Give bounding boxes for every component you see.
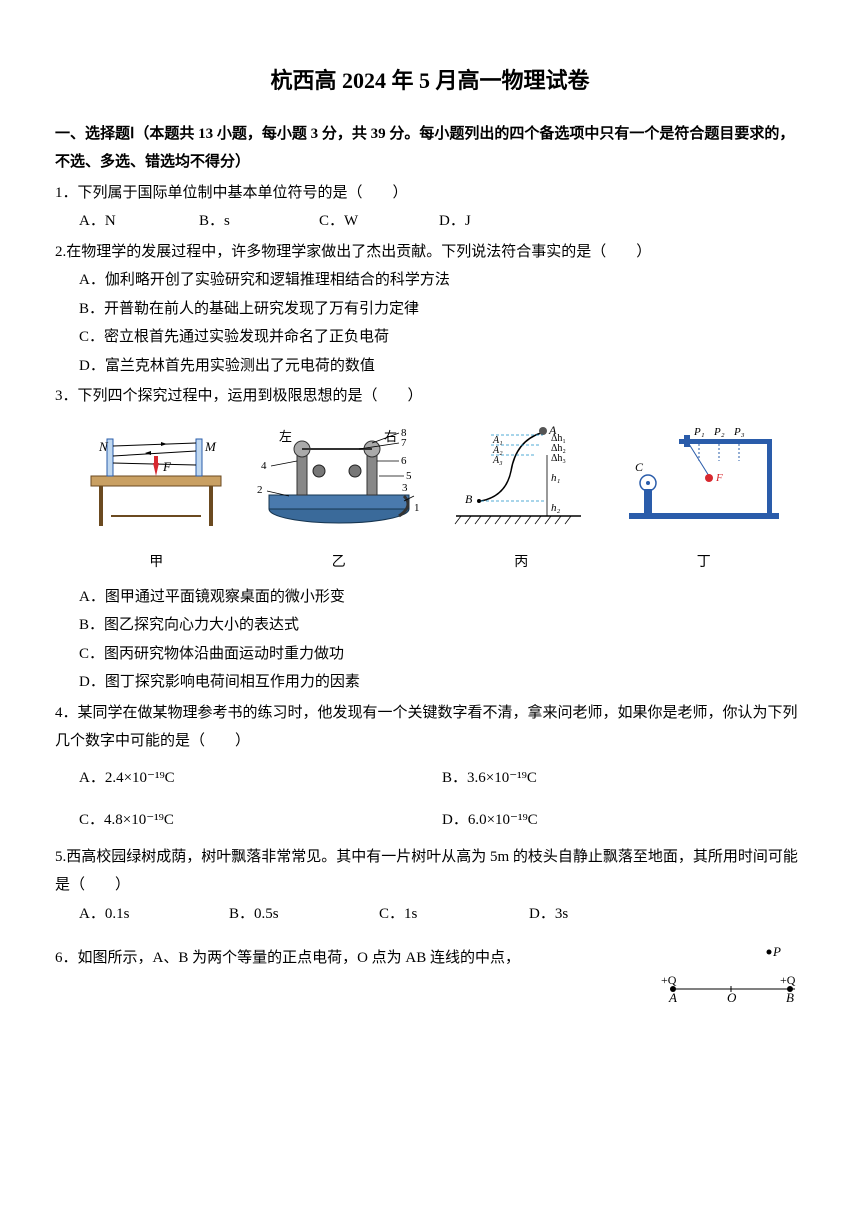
- question-4: 4．某同学在做某物理参考书的练习时，他发现有一个关键数字看不清，拿来问老师，如果…: [55, 699, 805, 835]
- svg-text:P: P: [772, 944, 781, 959]
- svg-text:Δh₃: Δh₃: [551, 453, 566, 464]
- svg-text:O: O: [727, 990, 737, 1004]
- svg-text:B: B: [786, 990, 794, 1004]
- figure-yi-caption: 乙: [248, 550, 431, 577]
- q1-options: A．N B．s C．W D．J: [55, 207, 805, 236]
- q1-opt-c: C．W: [319, 207, 429, 236]
- q3-stem: 3．下列四个探究过程中，运用到极限思想的是（ ）: [55, 382, 805, 411]
- svg-text:4: 4: [261, 460, 267, 472]
- svg-text:5: 5: [406, 470, 412, 482]
- figure-yi-svg: 8 7 6 5 3 1 4 2 左 右: [249, 421, 429, 536]
- figure-jia-svg: N M F: [81, 421, 231, 536]
- q4-opt-c: C．4.8×10⁻¹⁹C: [79, 806, 442, 835]
- q4-opt-b: B．3.6×10⁻¹⁹C: [442, 764, 805, 793]
- svg-text:M: M: [204, 439, 217, 454]
- svg-text:A₃: A₃: [492, 455, 503, 466]
- question-2: 2.在物理学的发展过程中，许多物理学家做出了杰出贡献。下列说法符合事实的是（ ）…: [55, 238, 805, 381]
- svg-text:A: A: [668, 990, 677, 1004]
- figure-ding: P₁ P₂ P₃ F C 丁: [613, 421, 796, 577]
- figure-yi: 8 7 6 5 3 1 4 2 左 右 乙: [248, 421, 431, 577]
- svg-text:P₃: P₃: [733, 426, 745, 438]
- svg-text:左: 左: [279, 429, 292, 444]
- svg-text:F: F: [715, 472, 723, 484]
- q4-opt-a: A．2.4×10⁻¹⁹C: [79, 764, 442, 793]
- svg-text:1: 1: [414, 502, 420, 514]
- svg-text:6: 6: [401, 455, 407, 467]
- q4-stem: 4．某同学在做某物理参考书的练习时，他发现有一个关键数字看不清，拿来问老师，如果…: [55, 699, 805, 756]
- q6-text: 6．如图所示，A、B 为两个等量的正点电荷，O 点为 AB 连线的中点，: [55, 944, 647, 973]
- figure-jia: N M F 甲: [65, 421, 248, 577]
- q3-opt-a: A．图甲通过平面镜观察桌面的微小形变: [55, 583, 805, 612]
- q6-figure: P +Q +Q A O B: [655, 944, 805, 1015]
- q6-stem-prefix: 6．如图所示，: [55, 950, 153, 966]
- svg-text:+Q: +Q: [661, 973, 677, 987]
- question-5: 5.西高校园绿树成荫，树叶飘落非常常见。其中有一片树叶从高为 5m 的枝头自静止…: [55, 843, 805, 929]
- svg-text:P₂: P₂: [713, 426, 725, 438]
- figure-ding-caption: 丁: [613, 550, 796, 577]
- question-6: 6．如图所示，A、B 为两个等量的正点电荷，O 点为 AB 连线的中点， P +…: [55, 944, 805, 1015]
- svg-text:h₁: h₁: [551, 472, 561, 484]
- question-1: 1．下列属于国际单位制中基本单位符号的是（ ） A．N B．s C．W D．J: [55, 179, 805, 236]
- q4-options: A．2.4×10⁻¹⁹C B．3.6×10⁻¹⁹C C．4.8×10⁻¹⁹C D…: [55, 764, 805, 835]
- exam-title: 杭西高 2024 年 5 月高一物理试卷: [55, 60, 805, 102]
- figure-ding-svg: P₁ P₂ P₃ F C: [619, 421, 789, 536]
- svg-text:7: 7: [401, 437, 407, 449]
- q5-options: A．0.1s B．0.5s C．1s D．3s: [55, 900, 805, 929]
- q3-opt-c: C．图丙研究物体沿曲面运动时重力做功: [55, 640, 805, 669]
- question-3: 3．下列四个探究过程中，运用到极限思想的是（ ） N M: [55, 382, 805, 697]
- svg-text:3: 3: [402, 482, 408, 494]
- q5-opt-b: B．0.5s: [229, 900, 369, 929]
- figure-jia-caption: 甲: [65, 550, 248, 577]
- svg-text:右: 右: [384, 429, 397, 444]
- svg-text:h₂: h₂: [551, 502, 561, 514]
- q3-opt-b: B．图乙探究向心力大小的表达式: [55, 611, 805, 640]
- svg-text:2: 2: [257, 484, 263, 496]
- q2-opt-a: A．伽利略开创了实验研究和逻辑推理相结合的科学方法: [55, 266, 805, 295]
- q2-stem: 2.在物理学的发展过程中，许多物理学家做出了杰出贡献。下列说法符合事实的是（ ）: [55, 238, 805, 267]
- figure-bing-svg: A B A₁ A₂ A₃ Δh₁ Δh₂ Δh₃: [451, 421, 591, 536]
- q1-stem: 1．下列属于国际单位制中基本单位符号的是（ ）: [55, 179, 805, 208]
- svg-text:F: F: [162, 459, 172, 474]
- q6-figure-svg: P +Q +Q A O B: [655, 944, 805, 1004]
- q2-opt-b: B．开普勒在前人的基础上研究发现了万有引力定律: [55, 295, 805, 324]
- svg-text:+Q: +Q: [780, 973, 796, 987]
- svg-text:P₁: P₁: [693, 426, 705, 438]
- q2-opt-c: C．密立根首先通过实验发现并命名了正负电荷: [55, 323, 805, 352]
- figure-bing: A B A₁ A₂ A₃ Δh₁ Δh₂ Δh₃: [430, 421, 613, 577]
- q1-opt-b: B．s: [199, 207, 309, 236]
- q2-opt-d: D．富兰克林首先用实验测出了元电荷的数值: [55, 352, 805, 381]
- q1-opt-d: D．J: [439, 207, 549, 236]
- q1-opt-a: A．N: [79, 207, 189, 236]
- q5-opt-c: C．1s: [379, 900, 519, 929]
- q5-opt-a: A．0.1s: [79, 900, 219, 929]
- figure-bing-caption: 丙: [430, 550, 613, 577]
- q3-opt-d: D．图丁探究影响电荷间相互作用力的因素: [55, 668, 805, 697]
- svg-text:C: C: [635, 460, 644, 474]
- svg-text:B: B: [465, 492, 473, 506]
- q6-stem-body: A、B 为两个等量的正点电荷，O 点为 AB 连线的中点，: [153, 950, 521, 966]
- q5-stem: 5.西高校园绿树成荫，树叶飘落非常常见。其中有一片树叶从高为 5m 的枝头自静止…: [55, 843, 805, 900]
- q4-opt-d: D．6.0×10⁻¹⁹C: [442, 806, 805, 835]
- svg-text:N: N: [98, 439, 109, 454]
- q3-figures: N M F 甲: [55, 421, 805, 577]
- q5-opt-d: D．3s: [529, 900, 669, 929]
- section-1-header: 一、选择题Ⅰ（本题共 13 小题，每小题 3 分，共 39 分。每小题列出的四个…: [55, 120, 805, 177]
